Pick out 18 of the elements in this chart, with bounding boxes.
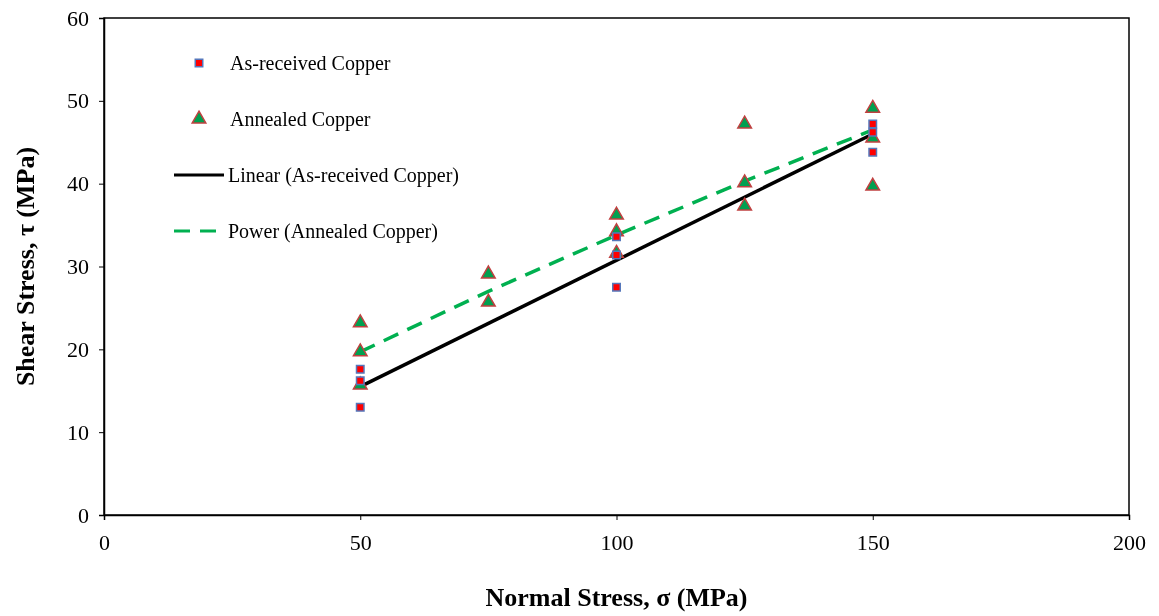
y-tick-label: 60: [67, 5, 89, 31]
x-tick-label: 150: [856, 529, 890, 555]
x-tick-label: 100: [600, 529, 634, 555]
y-tick-label: 20: [67, 336, 89, 362]
y-tick-label: 10: [67, 419, 89, 445]
legend-label: As-received Copper: [230, 52, 391, 75]
legend-label: Power (Annealed Copper): [228, 220, 438, 243]
x-tick-label: 0: [99, 529, 110, 555]
legend-label: Annealed Copper: [230, 108, 371, 131]
x-tick-label: 50: [349, 529, 372, 555]
x-tick-label: 200: [1113, 529, 1146, 555]
y-axis-title: Shear Stress, τ (MPa): [11, 146, 40, 387]
y-tick-label: 50: [67, 88, 89, 114]
y-tick-label: 30: [67, 254, 89, 280]
y-tick-label: 0: [78, 502, 89, 528]
legend-label: Linear (As-received Copper): [228, 164, 459, 187]
y-tick-label: 40: [67, 171, 89, 197]
x-axis-title: Normal Stress, σ (MPa): [485, 583, 748, 612]
